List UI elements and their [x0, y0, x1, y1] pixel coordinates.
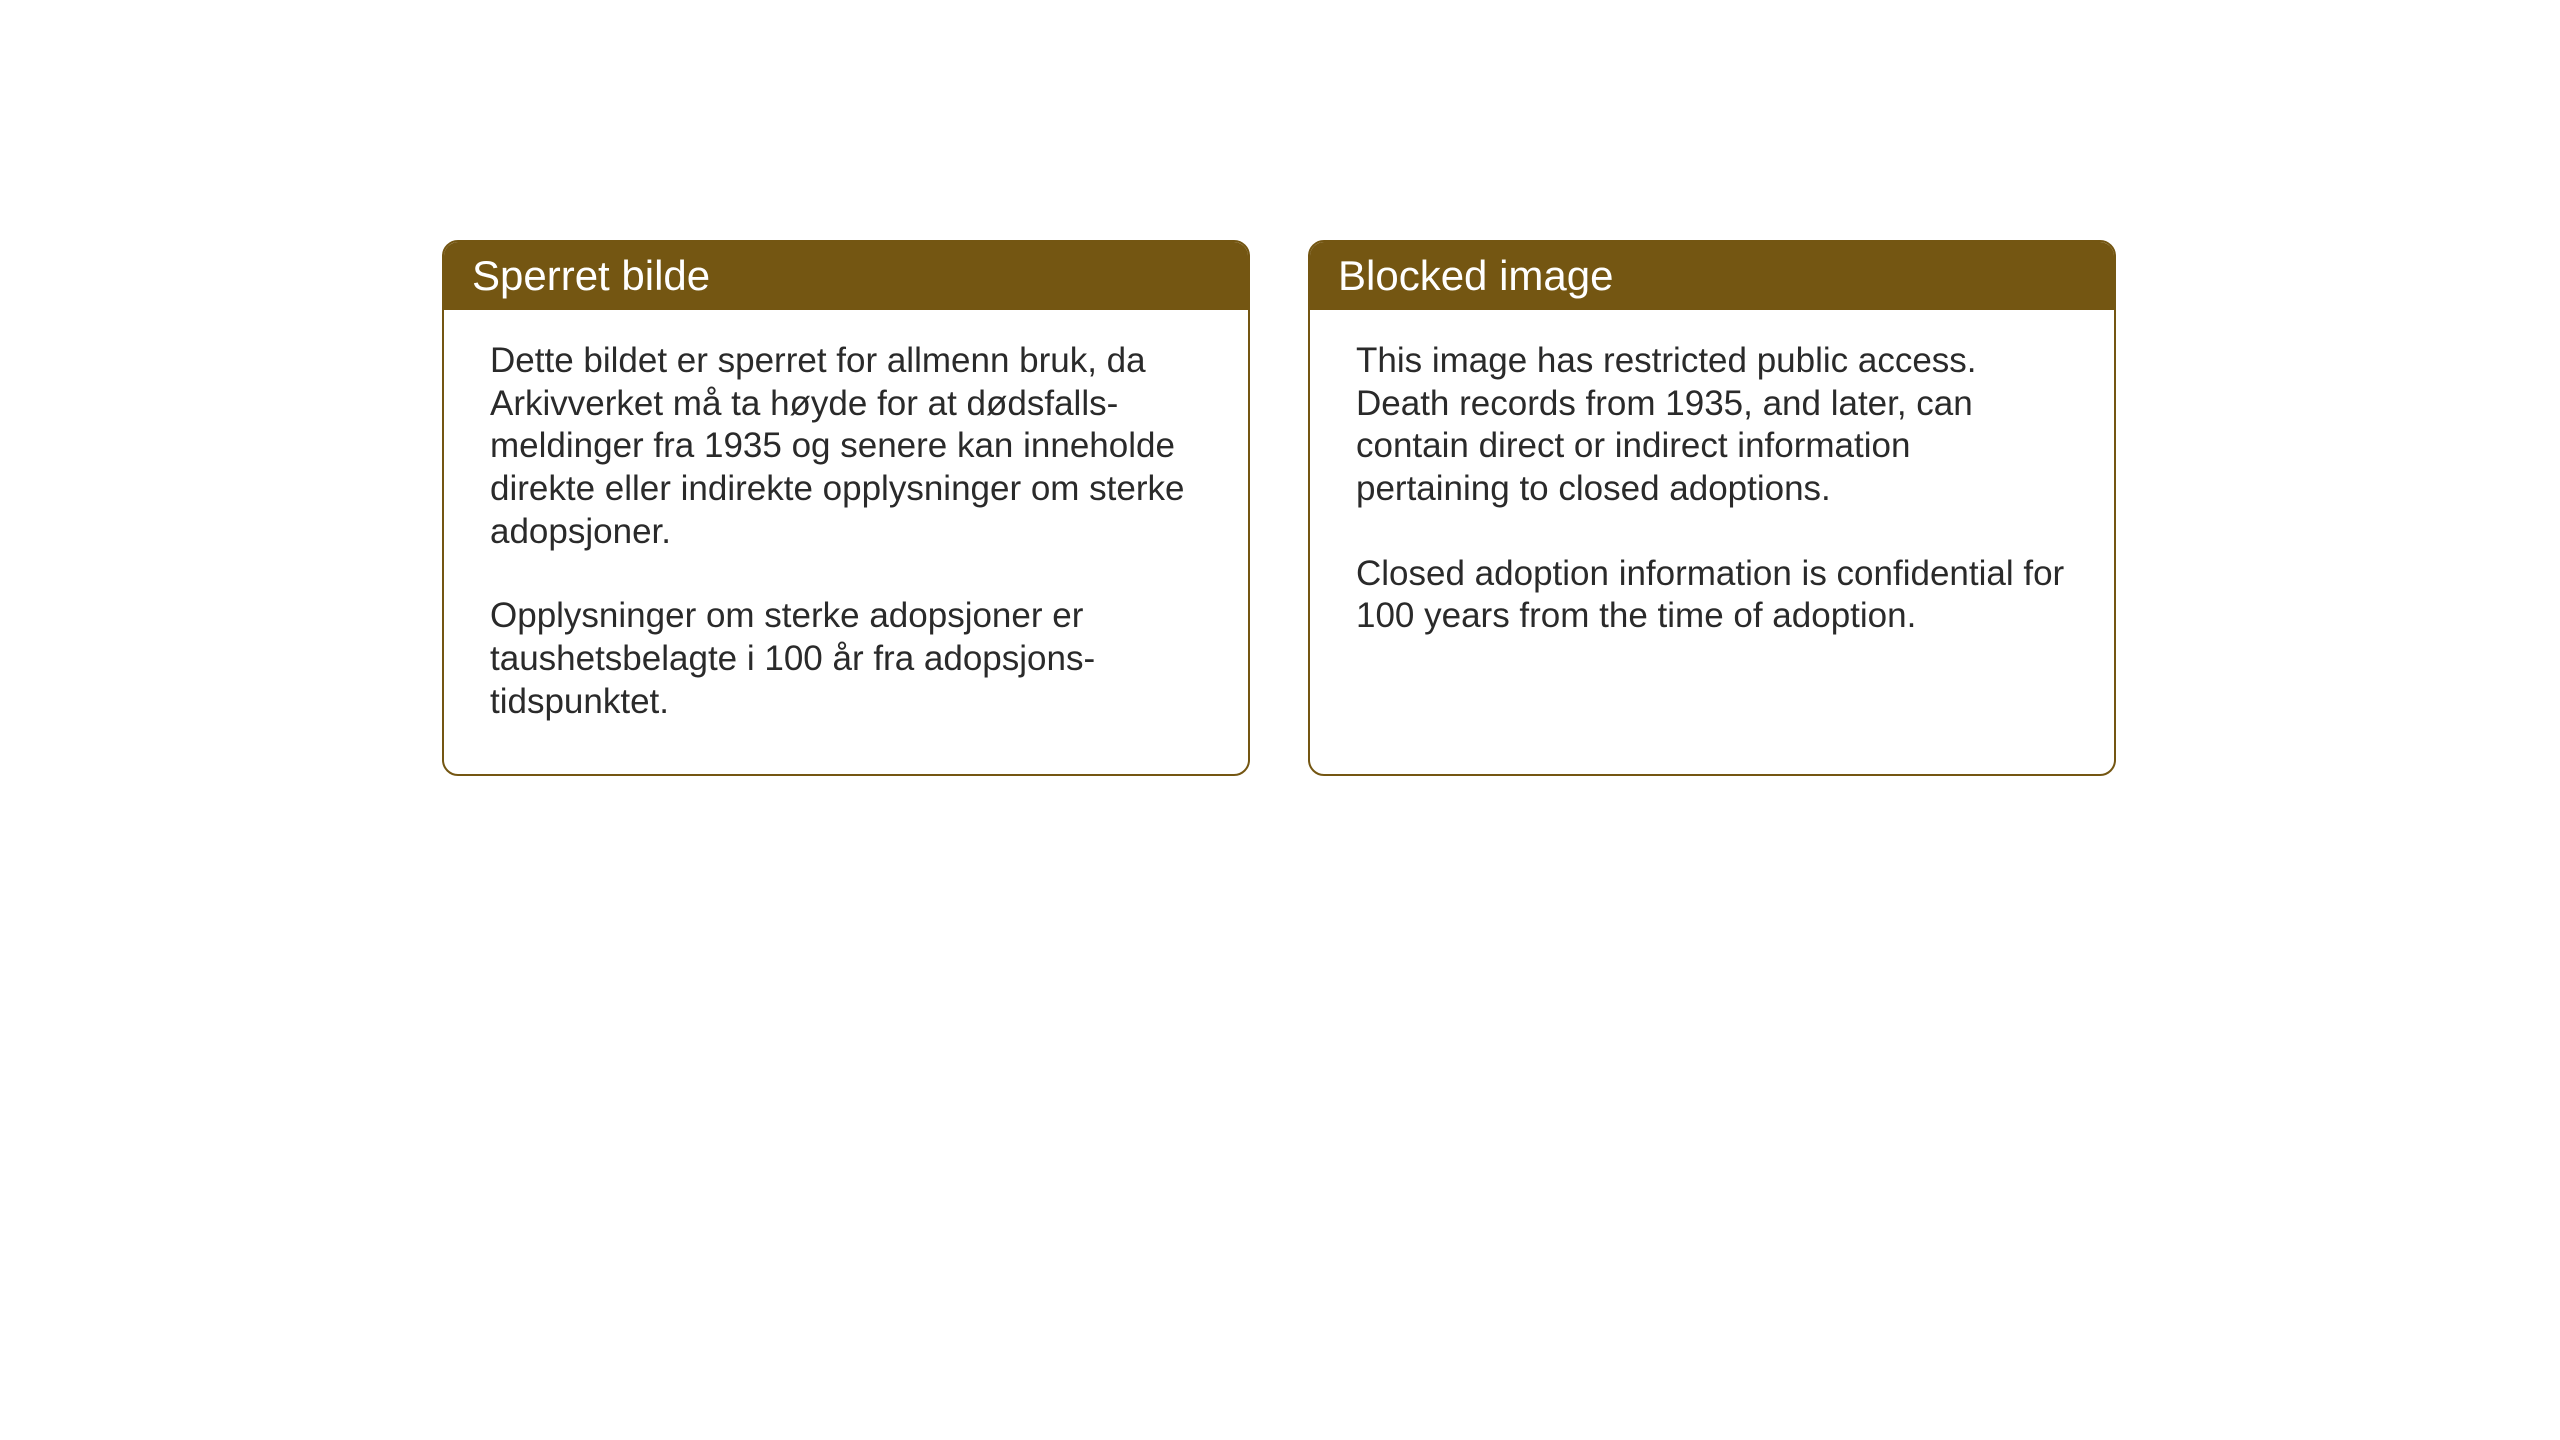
- card-body-norwegian: Dette bildet er sperret for allmenn bruk…: [444, 310, 1248, 774]
- card-header-english: Blocked image: [1310, 242, 2114, 310]
- card-title-english: Blocked image: [1338, 252, 1613, 299]
- card-paragraph-english-2: Closed adoption information is confident…: [1356, 553, 2068, 638]
- card-header-norwegian: Sperret bilde: [444, 242, 1248, 310]
- card-body-english: This image has restricted public access.…: [1310, 310, 2114, 688]
- cards-container: Sperret bilde Dette bildet er sperret fo…: [442, 240, 2116, 776]
- card-norwegian: Sperret bilde Dette bildet er sperret fo…: [442, 240, 1250, 776]
- card-title-norwegian: Sperret bilde: [472, 252, 710, 299]
- card-paragraph-english-1: This image has restricted public access.…: [1356, 340, 2068, 511]
- card-paragraph-norwegian-2: Opplysninger om sterke adopsjoner er tau…: [490, 595, 1202, 723]
- card-english: Blocked image This image has restricted …: [1308, 240, 2116, 776]
- card-paragraph-norwegian-1: Dette bildet er sperret for allmenn bruk…: [490, 340, 1202, 553]
